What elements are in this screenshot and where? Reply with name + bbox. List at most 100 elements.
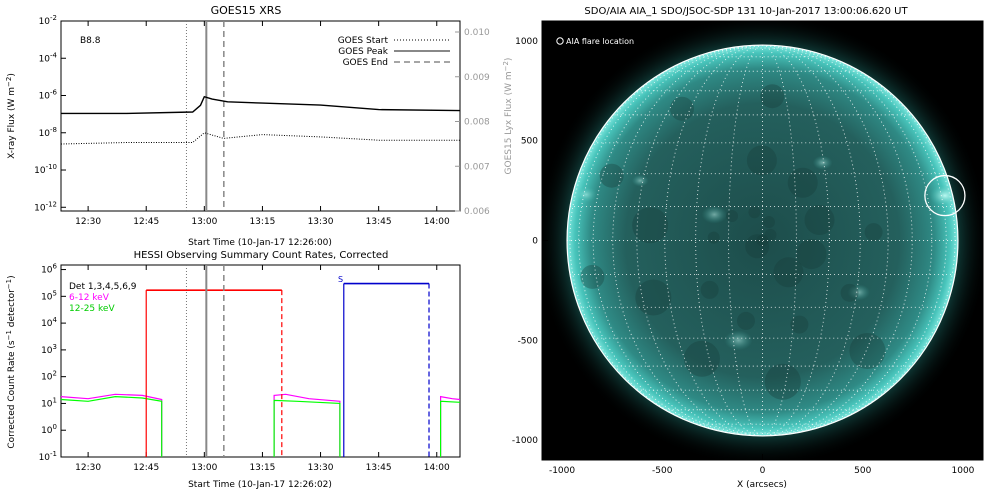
hessi-series-12-25kev-segment	[273, 399, 341, 457]
goes-y-tick-label: 10-6	[39, 89, 58, 102]
hessi-y-tick-label: 101	[41, 396, 57, 409]
solar-bright-region	[574, 186, 598, 203]
aia-x-tick-label: 500	[854, 466, 871, 476]
solar-dark-patch	[764, 228, 777, 241]
legend-goes-peak-label: GOES Peak	[338, 47, 388, 57]
goes-y-tick-label: 10-10	[34, 163, 57, 176]
hessi-x-tick-label: 13:30	[308, 463, 334, 473]
goes-x-tick-label: 13:00	[191, 217, 217, 227]
solar-dark-patch	[762, 216, 775, 229]
goes-legend: GOES Start GOES Peak GOES End	[338, 36, 450, 68]
solar-dark-patch	[760, 84, 785, 109]
hessi-series-6-12kev-segment	[273, 393, 341, 457]
solar-dark-patch	[756, 234, 769, 247]
solar-bright-region	[631, 174, 649, 187]
hessi-panel: HESSI Observing Summary Count Rates, Cor…	[5, 250, 461, 490]
goes-title: GOES15 XRS	[211, 4, 282, 17]
solar-dark-patch	[580, 264, 605, 289]
hessi-y-tick-label: 106	[41, 263, 57, 276]
goes-plot-frame	[60, 20, 461, 212]
solar-dark-patch	[726, 210, 739, 223]
solar-dark-patch	[764, 363, 801, 400]
longitude-line	[762, 45, 797, 436]
goes-y2-axis-label: GOES15 Lyx Flux (W m−2)	[502, 58, 514, 175]
hessi-y-tick-label: 105	[41, 289, 57, 302]
hessi-y-tick-label: 104	[41, 316, 57, 329]
solar-bright-region	[724, 330, 753, 351]
goes-short-channel-line	[60, 132, 460, 145]
hessi-x-tick-label: 12:30	[75, 463, 101, 473]
hessi-series-12-25kev-segment	[440, 400, 461, 457]
goes-y2-tick-label: 0.009	[464, 73, 490, 83]
solar-dark-patch	[599, 163, 624, 188]
longitude-line	[762, 45, 913, 436]
solar-bright-region	[812, 155, 833, 170]
solar-dark-patch	[707, 231, 720, 244]
longitude-line	[762, 45, 830, 436]
hessi-x-tick-label: 12:45	[133, 463, 159, 473]
solar-dark-patch	[746, 145, 777, 176]
hessi-axes-ticks: 12:30 12:45 13:00 13:15 13:30 13:45 14:00 10-1 1…	[39, 263, 450, 473]
hessi-x-axis-label: Start Time (10-Jan-17 12:26:02)	[188, 480, 332, 490]
solar-dark-patch	[864, 223, 883, 242]
goes-x-tick-label: 14:00	[424, 217, 450, 227]
hessi-legend: Det 1,3,4,5,6,9 6-12 keV 12-25 keV	[69, 282, 137, 314]
aia-y-tick-label: 1000	[515, 37, 538, 47]
aia-panel: SDO/AIA AIA_1 SDO/JSOC-SDP 131 10-Jan-20…	[512, 6, 984, 490]
longitude-line	[569, 45, 763, 436]
goes-y-tick-label: 10-2	[39, 14, 57, 27]
goes-x-tick-label: 13:45	[366, 217, 392, 227]
aia-annotation-marker	[556, 37, 564, 45]
solar-bright-region	[701, 205, 728, 224]
solar-dark-patch	[773, 257, 804, 288]
goes-axes-ticks: 12:30 12:45 13:00 13:15 13:30 13:45 14:00 10-12…	[34, 14, 490, 227]
goes-y2-tick-label: 0.007	[464, 162, 490, 172]
goes-event-markers	[185, 21, 225, 211]
hessi-y-tick-label: 100	[41, 423, 57, 436]
aia-x-tick-label: -500	[652, 466, 673, 476]
hessi-series-6-12kev-segment	[440, 395, 461, 457]
aia-x-tick-label: 0	[760, 466, 766, 476]
goes-x-axis-label: Start Time (10-Jan-17 12:26:00)	[188, 238, 332, 248]
hessi-plot-frame	[60, 264, 461, 458]
goes-x-tick-label: 13:30	[308, 217, 334, 227]
longitude-line	[695, 45, 763, 436]
goes-y-tick-label: 10-12	[34, 200, 57, 213]
solar-dark-patch	[669, 96, 694, 121]
solar-dark-patch	[790, 315, 809, 334]
goes-x-tick-label: 12:30	[75, 217, 101, 227]
hessi-legend-6-12: 6-12 keV	[69, 293, 110, 303]
aia-annotation: AIA flare location	[566, 37, 634, 46]
solar-dark-patch	[748, 206, 761, 219]
legend-goes-start-label: GOES Start	[338, 36, 389, 46]
hessi-y-tick-label: 103	[41, 343, 57, 356]
heliographic-grid	[567, 45, 958, 436]
aia-y-tick-label: -1000	[512, 436, 538, 446]
hessi-det-label: Det 1,3,4,5,6,9	[69, 282, 137, 292]
hessi-series-12-25kev-segment	[60, 395, 163, 457]
goes-long-channel-line	[61, 95, 461, 115]
hessi-night-label-s: S	[338, 275, 343, 284]
goes-xrs-panel: GOES15 XRS 12:30 12:45 13:00 13:15 13:30 13:4…	[5, 4, 514, 248]
aia-title: SDO/AIA AIA_1 SDO/JSOC-SDP 131 10-Jan-20…	[584, 6, 908, 17]
aia-axes-ticks: -1000 -500 0 500 1000 1000 500 0 -500 -1000	[512, 37, 975, 476]
solar-bright-region	[847, 284, 870, 301]
goes-y-tick-label: 10-8	[39, 126, 57, 139]
longitude-line	[762, 45, 956, 436]
solar-dark-patch	[635, 279, 672, 316]
solar-dark-patch	[632, 207, 669, 244]
solar-dark-patch	[736, 311, 755, 330]
hessi-series-lines	[60, 393, 461, 457]
longitude-line	[728, 45, 763, 436]
goes-x-tick-label: 13:15	[249, 217, 275, 227]
longitude-line	[664, 45, 763, 436]
hessi-x-tick-label: 13:00	[191, 463, 217, 473]
aia-x-axis-label: X (arcsecs)	[737, 480, 787, 490]
goes-x-tick-label: 12:45	[133, 217, 159, 227]
legend-goes-end-label: GOES End	[343, 58, 388, 68]
hessi-legend-12-25: 12-25 keV	[69, 304, 115, 314]
solar-limb-circle	[566, 44, 959, 437]
solar-dark-patch	[683, 340, 720, 377]
goes-y2-tick-label: 0.006	[464, 207, 490, 217]
